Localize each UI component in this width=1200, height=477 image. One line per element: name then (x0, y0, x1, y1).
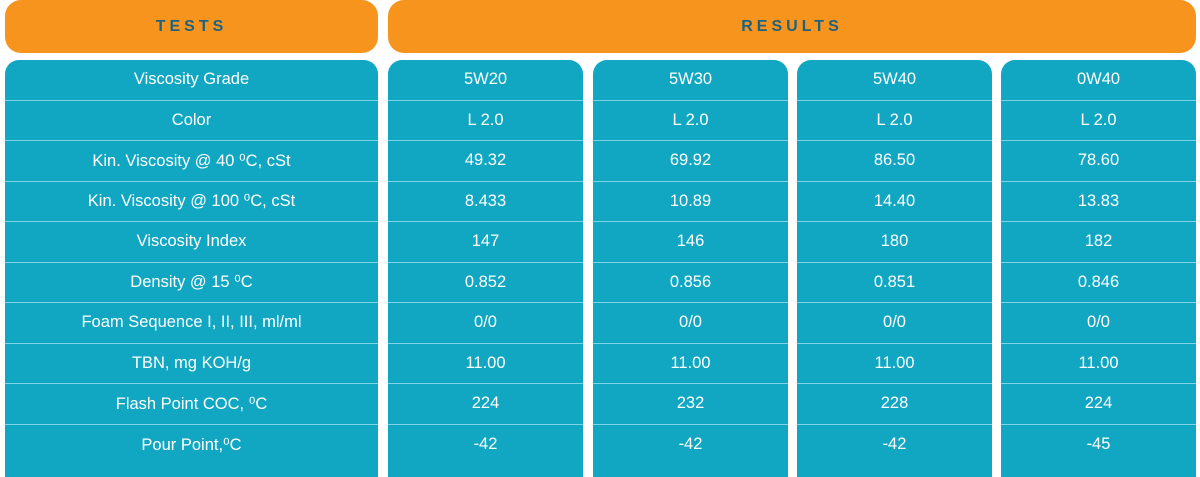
result-cell: 69.92 (593, 141, 788, 182)
result-cell: 0/0 (388, 303, 583, 344)
result-cell: 180 (797, 222, 992, 263)
result-cell: 232 (593, 384, 788, 425)
result-cell: 11.00 (797, 344, 992, 384)
test-label: Pour Point,⁰C (141, 435, 242, 454)
result-cell: L 2.0 (1001, 101, 1196, 141)
tests-header-label: TESTS (155, 17, 228, 35)
result-cell: 86.50 (797, 141, 992, 182)
result-cell: -42 (882, 435, 907, 454)
result-cell: 11.00 (1001, 344, 1196, 384)
result-column-5w40: 5W40 L 2.0 86.50 14.40 180 0.851 0/0 11.… (797, 60, 992, 477)
results-header-label: RESULTS (741, 17, 843, 35)
result-cell: L 2.0 (388, 101, 583, 141)
tests-header: TESTS (5, 0, 378, 53)
result-cell: L 2.0 (797, 101, 992, 141)
result-cell: 5W30 (593, 60, 788, 101)
result-column-5w30: 5W30 L 2.0 69.92 10.89 146 0.856 0/0 11.… (593, 60, 788, 477)
result-cell: 0.856 (593, 263, 788, 303)
result-cell: -45 (1086, 435, 1111, 454)
result-cell: 49.32 (388, 141, 583, 182)
test-label: Foam Sequence I, II, III, ml/ml (5, 303, 378, 344)
test-label: Kin. Viscosity @ 100 ⁰C, cSt (5, 182, 378, 222)
results-header: RESULTS (388, 0, 1196, 53)
result-column-5w20: 5W20 L 2.0 49.32 8.433 147 0.852 0/0 11.… (388, 60, 583, 477)
tests-column: Viscosity Grade Color Kin. Viscosity @ 4… (5, 60, 378, 477)
result-cell: 146 (593, 222, 788, 263)
result-cell: 0.852 (388, 263, 583, 303)
test-label: Kin. Viscosity @ 40 ⁰C, cSt (5, 141, 378, 182)
result-cell: 13.83 (1001, 182, 1196, 222)
result-cell: 224 (1001, 384, 1196, 425)
result-cell: 10.89 (593, 182, 788, 222)
test-label: Viscosity Index (5, 222, 378, 263)
result-cell: -42 (473, 435, 498, 454)
test-label: Density @ 15 ⁰C (5, 263, 378, 303)
result-cell: 0/0 (797, 303, 992, 344)
result-cell: 228 (797, 384, 992, 425)
result-cell: 0.846 (1001, 263, 1196, 303)
result-cell: 11.00 (388, 344, 583, 384)
test-label: Flash Point COC, ⁰C (5, 384, 378, 425)
result-cell: 11.00 (593, 344, 788, 384)
result-cell: 0W40 (1001, 60, 1196, 101)
result-cell: 14.40 (797, 182, 992, 222)
result-cell: 5W40 (797, 60, 992, 101)
result-cell: 224 (388, 384, 583, 425)
result-cell: -42 (678, 435, 703, 454)
result-cell: 0/0 (1001, 303, 1196, 344)
result-cell: 8.433 (388, 182, 583, 222)
result-column-0w40: 0W40 L 2.0 78.60 13.83 182 0.846 0/0 11.… (1001, 60, 1196, 477)
result-cell: 0/0 (593, 303, 788, 344)
test-label: Viscosity Grade (5, 60, 378, 101)
result-cell: 5W20 (388, 60, 583, 101)
result-cell: L 2.0 (593, 101, 788, 141)
result-cell: 147 (388, 222, 583, 263)
test-label: Color (5, 101, 378, 141)
result-cell: 182 (1001, 222, 1196, 263)
test-label: TBN, mg KOH/g (5, 344, 378, 384)
result-cell: 78.60 (1001, 141, 1196, 182)
result-cell: 0.851 (797, 263, 992, 303)
